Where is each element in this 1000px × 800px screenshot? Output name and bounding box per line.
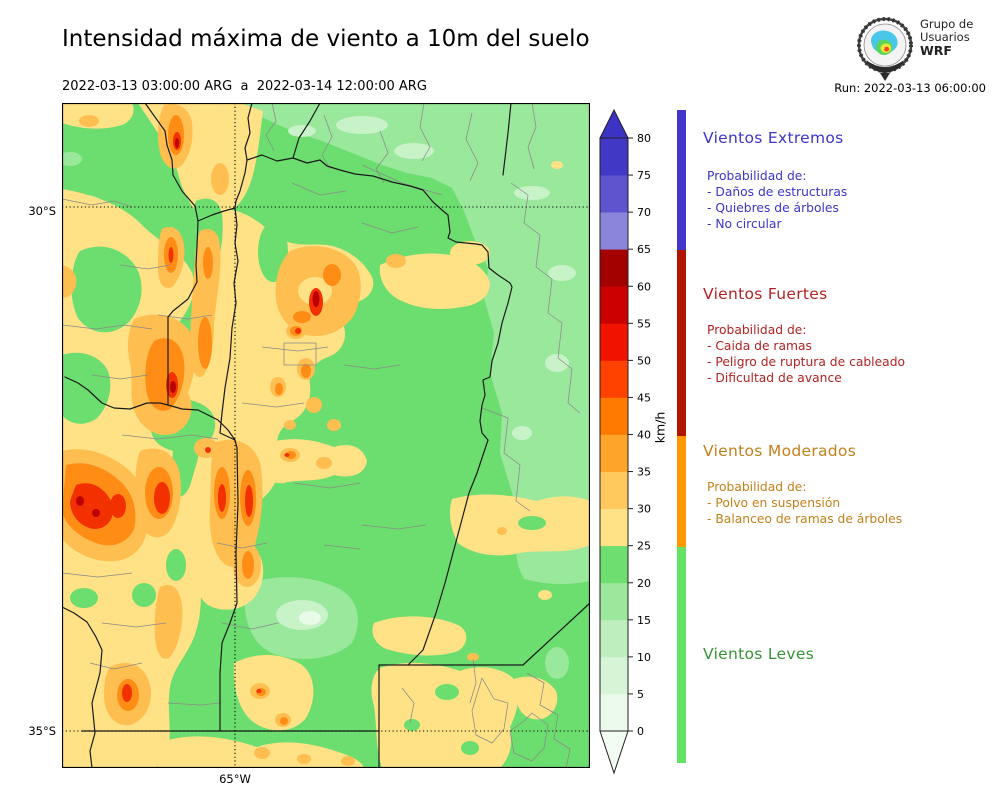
svg-text:60: 60 <box>637 280 651 293</box>
svg-text:40: 40 <box>637 429 651 442</box>
svg-text:25: 25 <box>637 540 651 553</box>
svg-text:55: 55 <box>637 317 651 330</box>
risk-bar-moderados <box>677 436 686 547</box>
forecast-date-range: 2022-03-13 03:00:00 ARG a 2022-03-14 12:… <box>62 79 427 94</box>
legend-title-moderados: Vientos Moderados <box>703 442 857 460</box>
legend-item: - Caida de ramas <box>707 339 812 353</box>
svg-text:80: 80 <box>637 132 651 145</box>
legend-item: - Peligro de ruptura de cableado <box>707 355 906 369</box>
wind-contour-map <box>58 102 591 772</box>
svg-text:15: 15 <box>637 614 651 627</box>
colorbar-unit-label: km/h <box>652 411 668 444</box>
logo-line-1: Grupo de <box>920 17 974 31</box>
svg-text:20: 20 <box>637 577 651 590</box>
legend-title-fuertes: Vientos Fuertes <box>703 285 828 303</box>
svg-text:70: 70 <box>637 206 651 219</box>
logo-text: Grupo de Usuarios WRF <box>920 17 974 58</box>
legend-items-moderados: Probabilidad de: - Polvo en suspensión -… <box>707 479 902 527</box>
risk-bar-fuertes <box>677 250 686 436</box>
lat-tick-35s: 35°S <box>28 724 56 738</box>
legend-item: - Polvo en suspensión <box>707 496 841 510</box>
legend-item: - Daños de estructuras <box>707 185 848 199</box>
lat-tick-30s: 30°S <box>28 204 56 218</box>
svg-text:50: 50 <box>637 354 651 367</box>
legend-title-extremos: Vientos Extremos <box>703 129 844 147</box>
svg-text:10: 10 <box>637 651 651 664</box>
svg-text:5: 5 <box>637 688 644 701</box>
svg-text:0: 0 <box>637 725 644 738</box>
logo-line-2: Usuarios <box>920 30 970 44</box>
svg-text:35: 35 <box>637 466 651 479</box>
legend-items-fuertes: Probabilidad de: - Caida de ramas - Peli… <box>707 322 905 386</box>
svg-text:30: 30 <box>637 503 651 516</box>
legend-item: - No circular <box>707 217 782 231</box>
legend-items-extremos: Probabilidad de: - Daños de estructuras … <box>707 168 847 232</box>
risk-bar-leves <box>677 547 686 763</box>
lon-tick-65w: 65°W <box>219 772 251 786</box>
wrf-users-group-logo: Grupo de Usuarios WRF <box>852 12 992 82</box>
legend-item: - Dificultad de avance <box>707 371 842 385</box>
svg-text:65: 65 <box>637 243 651 256</box>
legend-item: Probabilidad de: <box>707 480 807 494</box>
legend-item: - Quiebres de árboles <box>707 201 839 215</box>
contour-map-canvas <box>58 102 591 769</box>
model-run-label: Run: 2022-03-13 06:00:00 <box>834 81 986 95</box>
globe-logo-icon <box>857 17 913 81</box>
risk-bar-extremos <box>677 110 686 250</box>
legend-item: Probabilidad de: <box>707 323 807 337</box>
legend-item: Probabilidad de: <box>707 169 807 183</box>
wind-speed-colorbar: 0 5 10 15 20 25 30 35 40 45 50 55 60 65 70 75 80 <box>599 108 651 775</box>
svg-text:75: 75 <box>637 169 651 182</box>
page-title: Intensidad máxima de viento a 10m del su… <box>62 26 590 52</box>
legend-item: - Balanceo de ramas de árboles <box>707 512 903 526</box>
svg-text:45: 45 <box>637 391 651 404</box>
legend-title-leves: Vientos Leves <box>703 645 815 663</box>
logo-line-3: WRF <box>920 43 952 58</box>
